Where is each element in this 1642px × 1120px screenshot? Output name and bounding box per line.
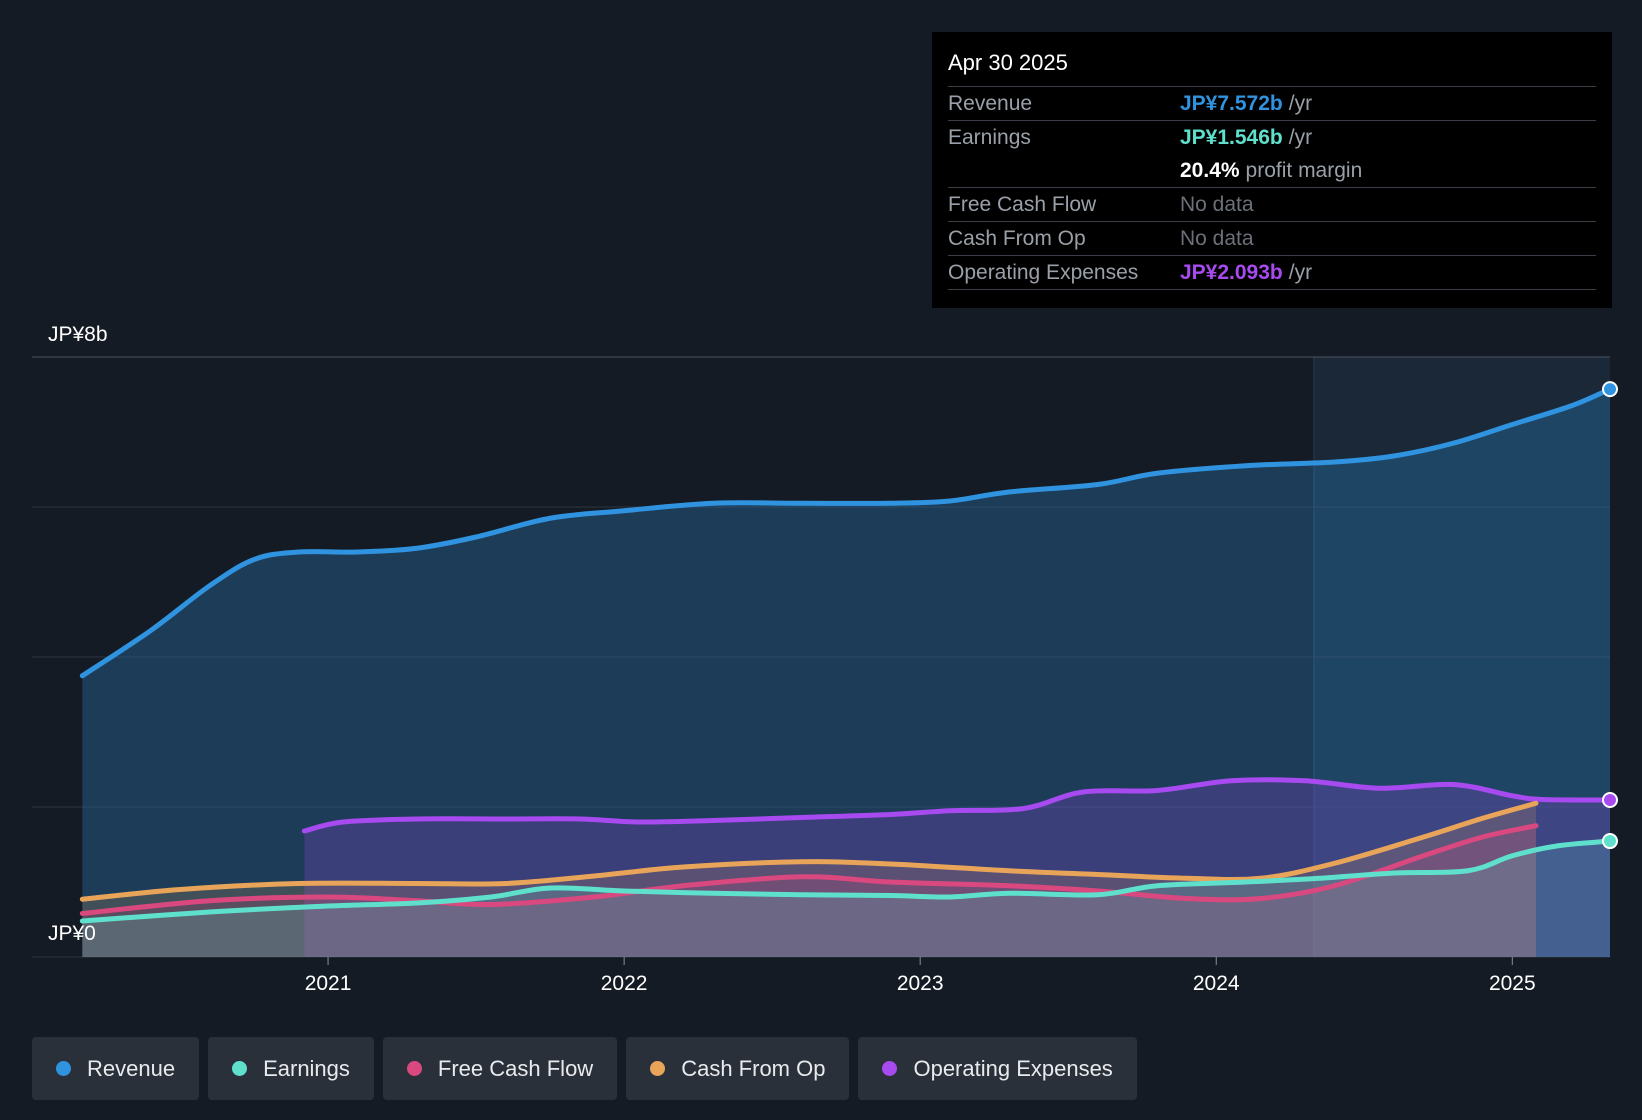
y-axis-top-label: JP¥8b <box>48 323 108 346</box>
tooltip-value: JP¥2.093b <box>1180 260 1283 284</box>
y-axis-bottom-label: JP¥0 <box>48 922 96 945</box>
area-free-cash-flow <box>82 825 1536 957</box>
legend-dot-icon <box>882 1061 898 1076</box>
area-cash-from-op <box>82 803 1536 957</box>
legend-item-earnings[interactable]: Earnings <box>208 1037 374 1100</box>
tooltip-unit: /yr <box>1288 125 1313 149</box>
legend-dot-icon <box>232 1061 248 1076</box>
legend-item-cash-from-op[interactable]: Cash From Op <box>626 1037 850 1100</box>
tooltip-value: No data <box>1180 192 1254 216</box>
tooltip-label: Operating Expenses <box>948 260 1139 284</box>
tooltip-label: Free Cash Flow <box>948 192 1097 216</box>
tooltip-row-revenue: Revenue JP¥7.572b /yr <box>948 86 1596 120</box>
tooltip-row-operating-expenses: Operating Expenses JP¥2.093b /yr <box>948 255 1596 290</box>
legend-dot-icon <box>406 1061 422 1076</box>
tooltip-unit: /yr <box>1288 260 1313 284</box>
legend-label: Free Cash Flow <box>437 1055 594 1081</box>
area-earnings <box>82 841 1611 957</box>
legend-label: Revenue <box>87 1055 176 1081</box>
tooltip-value: 20.4% <box>1180 158 1240 182</box>
tooltip-label: Revenue <box>948 91 1033 115</box>
legend-label: Operating Expenses <box>913 1055 1113 1081</box>
line-free-cash-flow <box>79 823 1539 916</box>
legend-dot-icon <box>650 1061 666 1076</box>
tooltip-row-profit-margin: 20.4% profit margin <box>948 154 1596 187</box>
x-tick-label: 2024 <box>1193 972 1240 995</box>
tooltip-row-earnings: Earnings JP¥1.546b /yr <box>948 120 1596 154</box>
tooltip-date: Apr 30 2025 <box>948 50 1068 75</box>
legend-label: Cash From Op <box>681 1055 826 1081</box>
legend-item-operating-expenses[interactable]: Operating Expenses <box>858 1037 1137 1100</box>
endpoint-earnings <box>1602 833 1618 850</box>
legend-item-revenue[interactable]: Revenue <box>32 1037 200 1100</box>
x-tick-label: 2025 <box>1489 972 1536 995</box>
chart-legend: Revenue Earnings Free Cash Flow Cash Fro… <box>32 1037 1137 1100</box>
tooltip-unit: /yr <box>1288 91 1313 115</box>
endpoint-operating-expenses <box>1602 792 1618 809</box>
line-operating-expenses <box>301 777 1613 834</box>
x-tick-label: 2021 <box>305 972 352 995</box>
gridlines <box>32 356 1610 958</box>
tooltip-value: JP¥1.546b <box>1180 125 1283 149</box>
series-lines <box>79 386 1613 924</box>
tooltip-unit: profit margin <box>1245 158 1363 182</box>
line-earnings <box>79 838 1613 924</box>
x-tick-label: 2022 <box>601 972 648 995</box>
legend-label: Earnings <box>263 1055 350 1081</box>
endpoint-revenue <box>1602 381 1618 398</box>
tooltip-value: No data <box>1180 226 1254 250</box>
legend-dot-icon <box>56 1061 71 1076</box>
tooltip-row-cash-from-op: Cash From Op No data <box>948 221 1596 255</box>
area-revenue <box>82 389 1611 958</box>
series-endpoints <box>1602 381 1618 850</box>
x-tick-label: 2023 <box>897 972 944 995</box>
legend-item-free-cash-flow[interactable]: Free Cash Flow <box>382 1037 618 1100</box>
tooltip-label: Cash From Op <box>948 226 1086 250</box>
tooltip-label: Earnings <box>948 125 1031 149</box>
series-areas <box>82 389 1611 958</box>
tooltip-panel: Apr 30 2025 Revenue JP¥7.572b /yr Earnin… <box>932 32 1612 308</box>
tooltip-row-free-cash-flow: Free Cash Flow No data <box>948 187 1596 221</box>
line-cash-from-op <box>79 800 1539 902</box>
x-axis: 2021 2022 2023 2024 2025 <box>305 957 1536 995</box>
tooltip-value: JP¥7.572b <box>1180 91 1283 115</box>
line-revenue <box>79 386 1613 679</box>
